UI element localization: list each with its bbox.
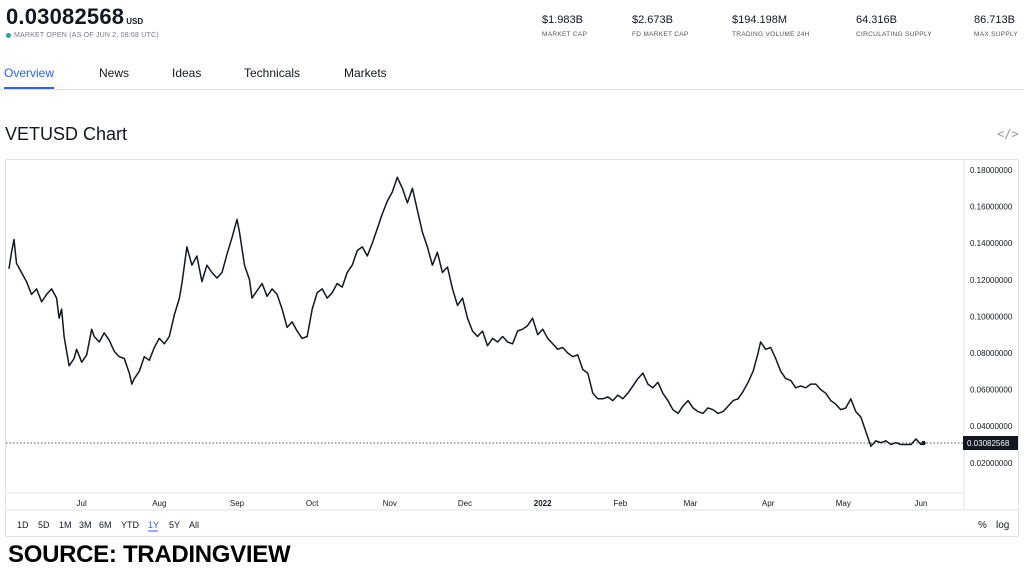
y-tick-label: 0.04000000	[970, 422, 1013, 431]
range-button-6m[interactable]: 6M	[99, 520, 112, 530]
x-tick-label: Nov	[383, 499, 397, 508]
y-tick-label: 0.16000000	[970, 203, 1013, 212]
x-tick-label: Feb	[613, 499, 627, 508]
range-button-1m[interactable]: 1M	[59, 520, 72, 530]
range-button-1d[interactable]: 1D	[17, 520, 29, 530]
range-button-all[interactable]: All	[189, 520, 199, 530]
stat-label: MAX SUPPLY	[974, 31, 1019, 38]
stat-value: 64.316B	[856, 14, 897, 26]
scale-button-log[interactable]: log	[996, 520, 1009, 531]
x-tick-label: 2022	[534, 499, 552, 508]
stat-fd-market-cap: $2.673B FD MARKET CAP	[632, 14, 689, 38]
stat-value: 86.713B	[974, 14, 1015, 26]
x-tick-label: Jul	[77, 499, 87, 508]
range-button-ytd[interactable]: YTD	[121, 520, 140, 530]
stat-max-supply: 86.713B MAX SUPPLY	[974, 14, 1018, 38]
chart-title: VETUSD Chart	[5, 124, 128, 144]
chart-container[interactable]: 0.18000000 0.16000000 0.14000000 0.12000000…	[5, 159, 1020, 538]
x-tick-label: Dec	[458, 499, 472, 508]
stat-label: MARKET CAP	[542, 31, 588, 38]
tab-news[interactable]: News	[99, 66, 130, 80]
last-point-marker	[921, 440, 926, 446]
price-row: 0.03082568 USD	[6, 4, 159, 30]
range-button-3m[interactable]: 3M	[79, 520, 92, 530]
range-button-5d[interactable]: 5D	[38, 520, 50, 530]
code-embed-icon[interactable]: </>	[997, 127, 1019, 141]
as-of-timestamp: (AS OF JUN 2, 08:08 UTC)	[69, 32, 159, 39]
price-header: 0.03082568 USD MARKET OPEN (AS OF JUN 2, …	[6, 4, 159, 39]
market-status-text: MARKET OPEN	[14, 32, 68, 39]
y-tick-label: 0.14000000	[970, 239, 1013, 248]
y-tick-label: 0.06000000	[970, 386, 1013, 395]
current-price: 0.03082568	[6, 4, 125, 29]
x-tick-label: Jun	[915, 499, 928, 508]
stat-label: CIRCULATING SUPPLY	[856, 31, 932, 38]
last-price-tag-label: 0.03082568	[967, 439, 1010, 448]
range-button-1y[interactable]: 1Y	[148, 520, 159, 530]
source-caption: SOURCE: TRADINGVIEW	[8, 541, 291, 568]
y-tick-label: 0.12000000	[970, 276, 1013, 285]
x-tick-label: Aug	[152, 499, 166, 508]
market-status: MARKET OPEN (AS OF JUN 2, 08:08 UTC)	[6, 32, 159, 39]
tab-overview[interactable]: Overview	[4, 66, 55, 89]
x-tick-label: Oct	[306, 499, 319, 508]
price-currency: USD	[126, 17, 144, 26]
status-dot-icon	[6, 32, 11, 38]
stat-value: $2.673B	[632, 14, 673, 26]
price-series-line[interactable]	[8, 176, 924, 448]
stat-label: TRADING VOLUME 24H	[732, 31, 810, 38]
x-tick-label: Mar	[684, 499, 698, 508]
y-tick-label: 0.10000000	[970, 312, 1013, 321]
stat-value: $1.983B	[542, 14, 583, 26]
range-button-5y[interactable]: 5Y	[169, 520, 180, 530]
x-tick-label: May	[836, 499, 851, 508]
y-tick-label: 0.08000000	[970, 349, 1013, 358]
scale-button-percent[interactable]: %	[978, 520, 987, 531]
y-tick-label: 0.18000000	[970, 166, 1013, 175]
x-tick-label: Apr	[762, 499, 775, 508]
tab-technicals[interactable]: Technicals	[244, 66, 301, 80]
tab-ideas[interactable]: Ideas	[172, 66, 202, 80]
x-tick-label: Sep	[230, 499, 245, 508]
stat-value: $194.198M	[732, 14, 788, 26]
page-tabs: Overview News Ideas Technicals Markets	[0, 66, 1024, 90]
stat-trading-volume: $194.198M TRADING VOLUME 24H	[732, 14, 810, 38]
stat-label: FD MARKET CAP	[632, 31, 689, 38]
tab-markets[interactable]: Markets	[344, 66, 387, 80]
price-chart[interactable]: 0.18000000 0.16000000 0.14000000 0.12000000…	[6, 160, 1020, 538]
y-tick-label: 0.02000000	[970, 459, 1013, 468]
last-price-tag	[963, 435, 1018, 450]
stat-market-cap: $1.983B MARKET CAP	[542, 14, 587, 38]
stat-circulating-supply: 64.316B CIRCULATING SUPPLY	[856, 14, 932, 38]
